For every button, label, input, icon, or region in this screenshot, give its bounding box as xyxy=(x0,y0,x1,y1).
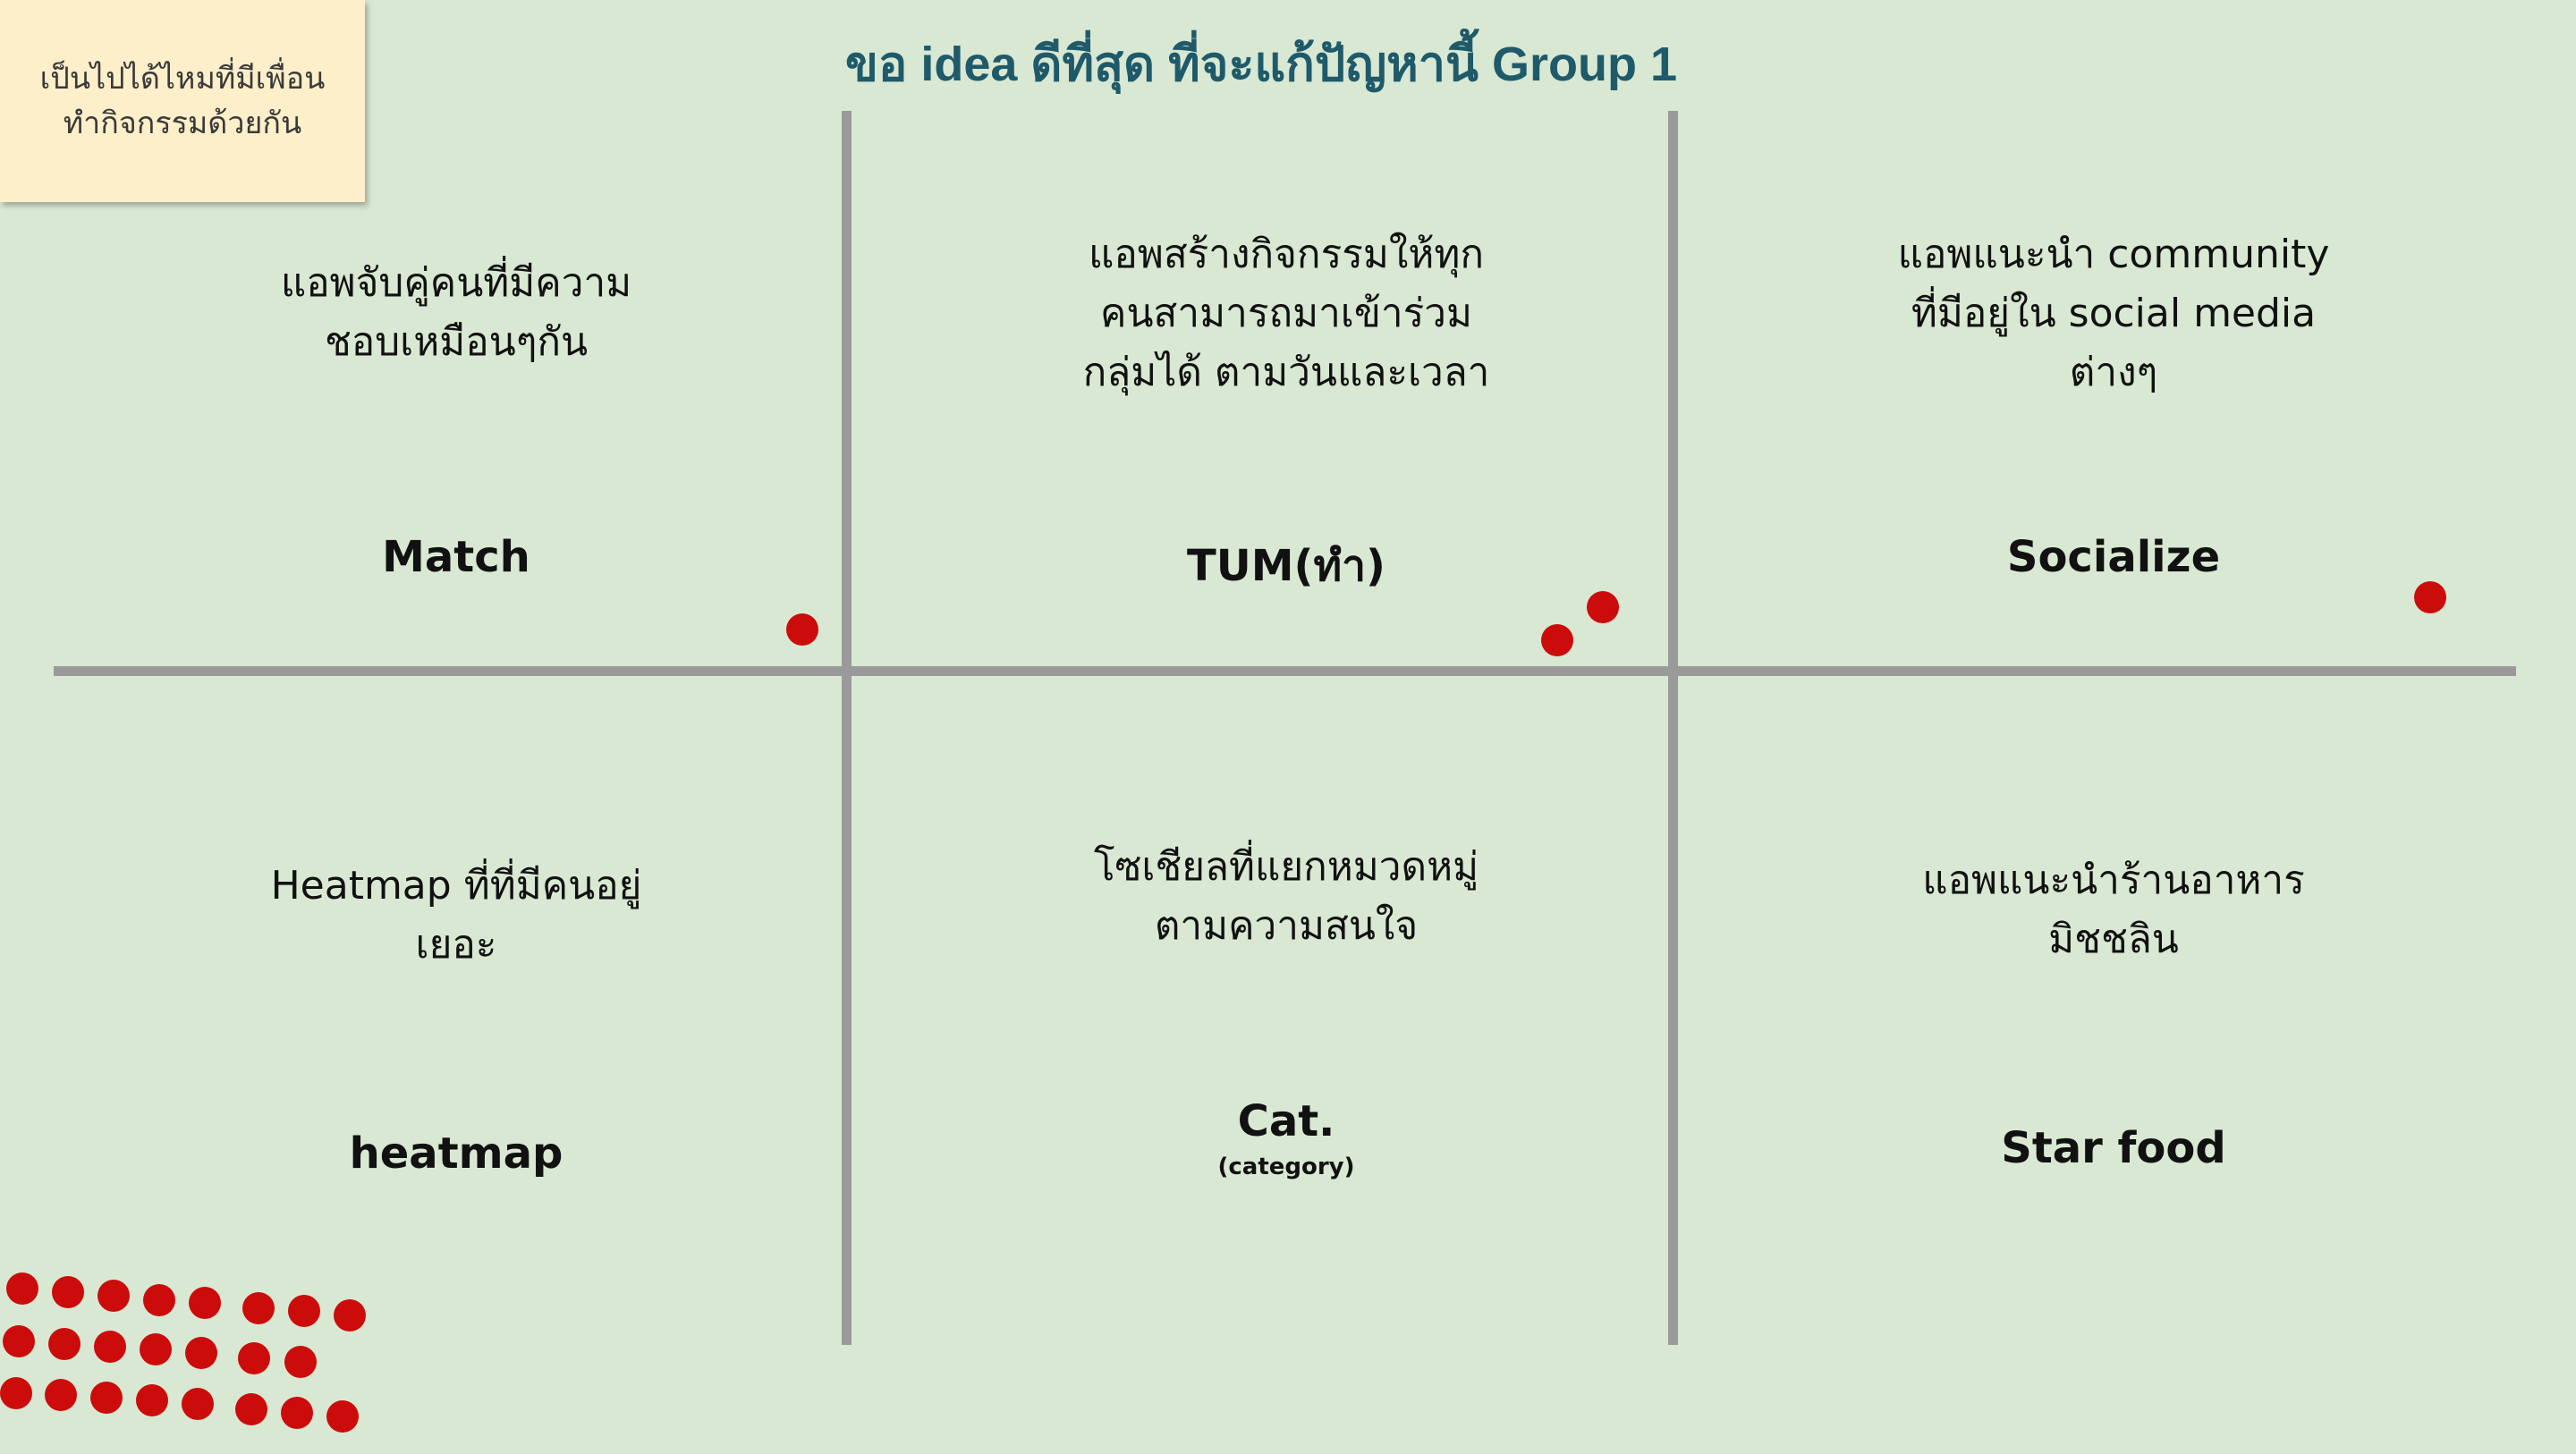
sticky-note[interactable]: เป็นไปได้ไหมที่มีเพื่อน ทำกิจกรรมด้วยกัน xyxy=(0,0,365,202)
vote-dot-unused[interactable] xyxy=(97,1280,130,1312)
vote-dot-unused[interactable] xyxy=(3,1325,35,1357)
vote-dot-unused[interactable] xyxy=(136,1384,168,1416)
vertical-divider-left xyxy=(842,111,852,1345)
vote-dot-unused[interactable] xyxy=(52,1276,84,1308)
vote-dot-unused[interactable] xyxy=(48,1328,80,1360)
vote-dot-unused[interactable] xyxy=(334,1299,366,1331)
vote-dot-unused[interactable] xyxy=(284,1346,317,1378)
vote-dot-unused[interactable] xyxy=(45,1379,77,1411)
idea-name: Star food xyxy=(2001,1123,2226,1173)
vote-dot[interactable] xyxy=(2414,581,2446,613)
vote-dot-unused[interactable] xyxy=(326,1400,359,1433)
vote-dot-unused[interactable] xyxy=(140,1333,172,1365)
board-title: ขอ idea ดีที่สุด ที่จะแก้ปัญหานี้ Group … xyxy=(845,38,1677,91)
vote-dot-unused[interactable] xyxy=(6,1272,38,1305)
idea-description: แอพสร้างกิจกรรมให้ทุก คนสามารถมาเข้าร่วม… xyxy=(1082,232,1490,395)
idea-name: Socialize xyxy=(2006,532,2221,582)
vote-dot-unused[interactable] xyxy=(238,1342,270,1374)
vote-dot-unused[interactable] xyxy=(235,1393,267,1425)
idea-name: heatmap xyxy=(349,1129,564,1179)
idea-description: แอพจับคู่คนที่มีความ ชอบเหมือนๆกัน xyxy=(280,260,632,365)
vote-dot-unused[interactable] xyxy=(185,1337,217,1369)
horizontal-divider xyxy=(54,666,2516,676)
idea-description: โซเชียลที่แยกหมวดหมู่ ตามความสนใจ xyxy=(1093,844,1479,949)
vote-dot-unused[interactable] xyxy=(90,1382,123,1414)
vote-dot-unused[interactable] xyxy=(182,1388,214,1420)
vote-dot-unused[interactable] xyxy=(94,1331,126,1363)
idea-name: TUM(ทำ) xyxy=(1187,541,1385,591)
idea-name: Match xyxy=(382,532,530,582)
vote-dot[interactable] xyxy=(1587,591,1619,623)
vote-dot-unused[interactable] xyxy=(281,1397,313,1429)
vote-dot-unused[interactable] xyxy=(143,1284,175,1316)
sticky-note-text: เป็นไปได้ไหมที่มีเพื่อน ทำกิจกรรมด้วยกัน xyxy=(39,61,326,141)
idea-subtitle: (category) xyxy=(1217,1154,1355,1180)
vote-dot-unused[interactable] xyxy=(288,1295,320,1327)
vote-dot-unused[interactable] xyxy=(0,1377,32,1409)
vote-dot-unused[interactable] xyxy=(242,1292,275,1324)
vertical-divider-right xyxy=(1668,111,1678,1345)
idea-description: Heatmap ที่ที่มีคนอยู่ เยอะ xyxy=(270,863,642,968)
vote-dot[interactable] xyxy=(1541,624,1573,656)
idea-name: Cat. xyxy=(1237,1096,1335,1146)
idea-description: แอพแนะนำ community ที่มีอยู่ใน social me… xyxy=(1897,232,2330,395)
idea-description: แอพแนะนำร้านอาหาร มิชชลิน xyxy=(1922,858,2305,962)
vote-dot-unused[interactable] xyxy=(189,1287,221,1319)
vote-dot[interactable] xyxy=(786,613,818,646)
